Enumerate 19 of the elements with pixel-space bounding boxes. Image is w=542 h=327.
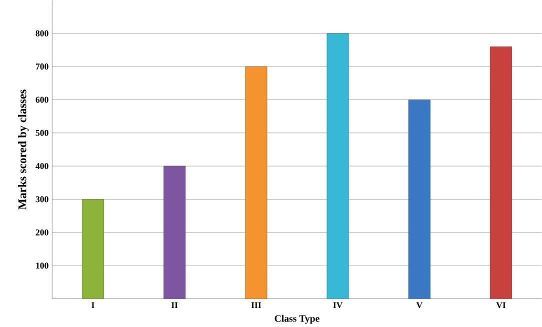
x-tick-label: IV [333, 302, 343, 308]
y-tick-label: 100 [36, 262, 48, 269]
bar [490, 46, 512, 299]
y-tick-label: 300 [36, 196, 48, 202]
y-tick-label: 700 [36, 64, 48, 70]
y-axis-title: Marks scored by classes [18, 90, 29, 210]
x-axis-title: Class Type [274, 314, 320, 324]
y-tick-label: 400 [36, 163, 48, 170]
x-tick-label: VI [496, 302, 506, 308]
x-tick-label: II [171, 302, 178, 308]
y-tick-label: 800 [36, 30, 48, 36]
x-tick-label: I [92, 302, 94, 308]
y-tick-label: 600 [36, 96, 48, 103]
x-tick-label: III [251, 302, 262, 308]
y-tick-label: 500 [36, 130, 48, 136]
bar [164, 166, 186, 299]
bar [82, 199, 104, 299]
x-tick-label: V [416, 302, 422, 308]
y-tick-label: 200 [36, 229, 48, 236]
